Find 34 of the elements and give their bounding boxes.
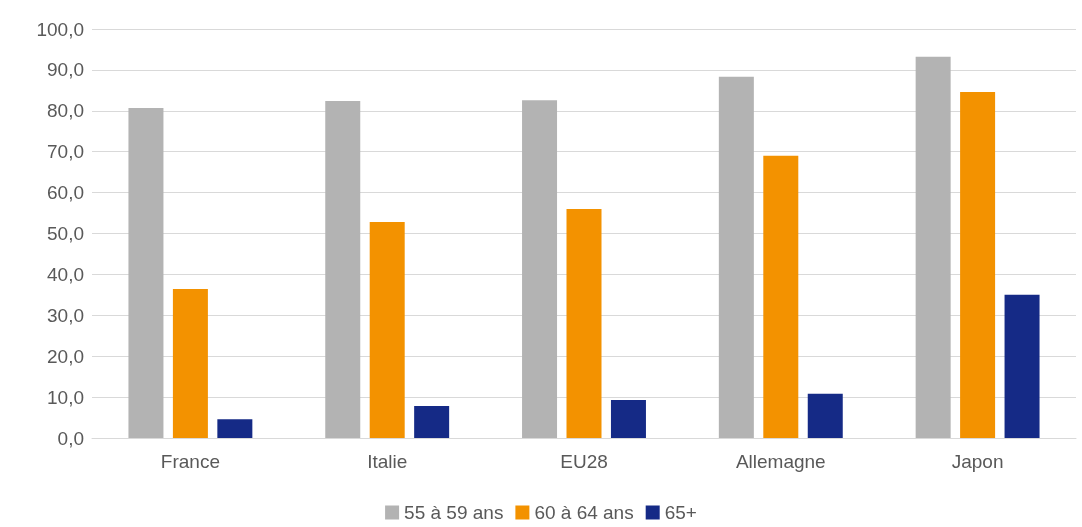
legend-label: 60 à 64 ans — [534, 502, 634, 523]
bar — [807, 393, 843, 438]
bar — [960, 91, 996, 438]
bar — [369, 222, 405, 438]
bar — [915, 56, 951, 438]
x-tick-label: France — [160, 451, 220, 472]
bar — [217, 419, 253, 438]
x-tick-label: Allemagne — [735, 451, 826, 472]
bar — [522, 100, 558, 438]
x-tick-label: Italie — [367, 451, 408, 472]
bar — [172, 289, 208, 438]
bar — [1004, 294, 1040, 438]
bar — [610, 399, 646, 438]
x-tick-label: Japon — [951, 451, 1004, 472]
bar — [128, 107, 164, 438]
y-tick-label: 90,0 — [47, 59, 84, 81]
legend-label: 65+ — [664, 502, 697, 523]
bar — [763, 155, 799, 438]
legend-label: 55 à 59 ans — [404, 502, 504, 523]
bar — [325, 100, 361, 438]
x-tick-label: EU28 — [560, 451, 608, 472]
y-tick-label: 70,0 — [47, 141, 84, 163]
y-tick-label: 10,0 — [47, 386, 84, 408]
bar — [414, 406, 450, 438]
y-tick-label: 20,0 — [47, 345, 84, 367]
bar — [718, 76, 754, 438]
bar — [566, 208, 602, 438]
y-tick-label: 100,0 — [36, 18, 84, 40]
y-tick-label: 50,0 — [47, 223, 84, 244]
y-tick-label: 80,0 — [47, 100, 84, 122]
y-tick-label: 30,0 — [47, 304, 84, 326]
y-tick-label: 60,0 — [47, 182, 84, 204]
y-tick-label: 40,0 — [47, 263, 84, 285]
y-tick-label: 0,0 — [57, 427, 84, 449]
